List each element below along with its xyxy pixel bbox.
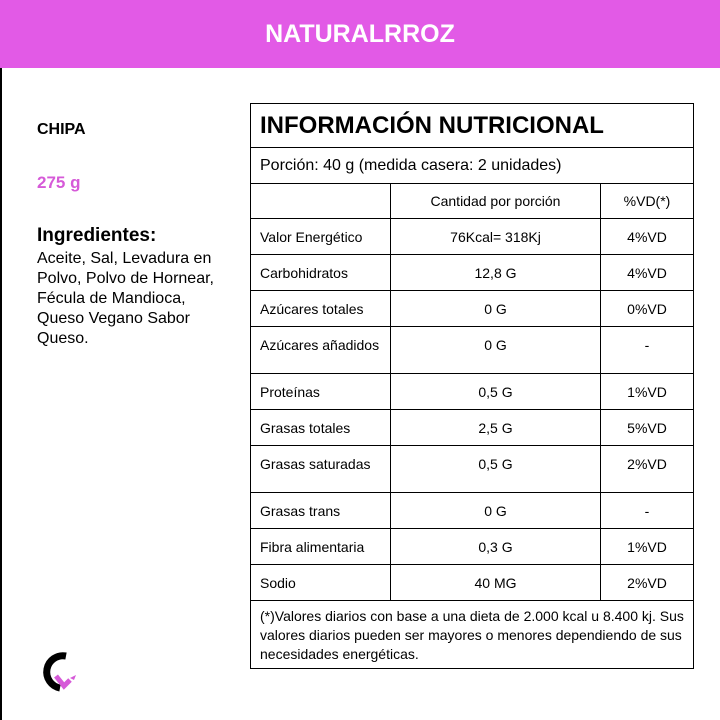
product-weight: 275 g [37,173,81,192]
nutrient-amount: 76Kcal= 318Kj [390,218,601,255]
nutrient-name: Proteínas [250,373,391,410]
header-amount: Cantidad por porción [390,183,601,219]
nutrient-name: Azúcares totales [250,290,391,327]
nutrient-vd: 1%VD [600,373,694,410]
nutrient-name: Fibra alimentaria [250,528,391,565]
logo-icon [43,652,76,692]
nutrition-table: INFORMACIÓN NUTRICIONAL Porción: 40 g (m… [250,103,694,669]
nutrient-vd: - [600,326,694,374]
nutrient-vd: 4%VD [600,254,694,291]
product-name: CHIPA [37,121,86,138]
table-row: Grasas totales 2,5 G 5%VD [250,409,694,446]
nutrient-name: Grasas totales [250,409,391,446]
border-line [0,68,2,720]
nutrient-amount: 12,8 G [390,254,601,291]
nutrient-vd: 0%VD [600,290,694,327]
nutrient-name: Carbohidratos [250,254,391,291]
table-row: Grasas saturadas 0,5 G 2%VD [250,445,694,493]
table-row: Proteínas 0,5 G 1%VD [250,373,694,410]
nutrient-vd: 5%VD [600,409,694,446]
nutrient-amount: 0 G [390,326,601,374]
nutrient-vd: 2%VD [600,564,694,601]
table-row: Valor Energético 76Kcal= 318Kj 4%VD [250,218,694,255]
nutrient-amount: 0 G [390,290,601,327]
nutrient-amount: 2,5 G [390,409,601,446]
nutrient-name: Azúcares añadidos [250,326,391,374]
nutrient-amount: 0,5 G [390,373,601,410]
ingredients-text: Aceite, Sal, Levadura en Polvo, Polvo de… [37,250,214,347]
portion: Porción: 40 g (medida casera: 2 unidades… [250,147,694,184]
header-vd: %VD(*) [600,183,694,219]
table-row: Carbohidratos 12,8 G 4%VD [250,254,694,291]
footnote: (*)Valores diarios con base a una dieta … [250,600,694,669]
nutrient-name: Grasas saturadas [250,445,391,493]
brand-header: NATURALRROZ [0,0,720,68]
nutrient-vd: 2%VD [600,445,694,493]
nutrient-amount: 0 G [390,492,601,529]
table-row: Grasas trans 0 G- [250,492,694,529]
nutrient-name: Valor Energético [250,218,391,255]
nutrient-amount: 0,5 G [390,445,601,493]
ingredients-title: Ingredientes: [37,225,157,246]
table-row: Sodio 40 MG 2%VD [250,564,694,601]
table-row: Fibra alimentaria 0,3 G 1%VD [250,528,694,565]
nutrient-name: Grasas trans [250,492,391,529]
nutrient-vd: - [600,492,694,529]
nutrient-name: Sodio [250,564,391,601]
nutrient-amount: 0,3 G [390,528,601,565]
nutrient-amount: 40 MG [390,564,601,601]
nutrient-vd: 4%VD [600,218,694,255]
table-row: Azúcares añadidos 0 G- [250,326,694,374]
table-title: INFORMACIÓN NUTRICIONAL [250,103,694,148]
nutrient-vd: 1%VD [600,528,694,565]
table-row: Azúcares totales 0 G 0%VD [250,290,694,327]
